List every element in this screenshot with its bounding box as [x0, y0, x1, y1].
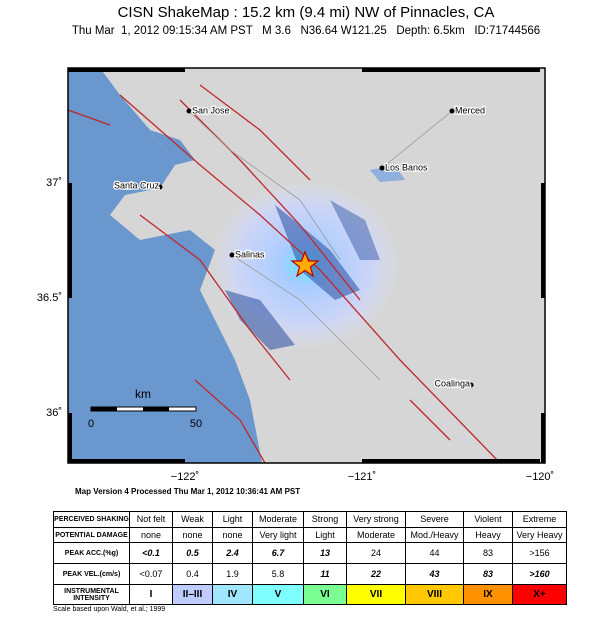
city-dot [157, 184, 163, 190]
map-figure: CISN ShakeMap : 15.2 km (9.4 mi) NW of P… [37, 4, 554, 496]
city-label: Coalinga [434, 378, 470, 388]
table-cell: Strong [303, 511, 347, 528]
intensity-table: PERCEIVED SHAKING Not felt Weak Light Modera… [53, 511, 567, 605]
table-cell: Weak [172, 511, 213, 528]
scale-unit: km [135, 387, 151, 401]
lon-label: −122˚ [171, 471, 199, 483]
table-cell: Extreme [512, 511, 567, 528]
table-cell: 0.5 [172, 542, 213, 564]
table-row: PEAK ACC.(%g) <0.1 0.5 2.4 6.7 13 24 44 83 >156 [53, 542, 567, 564]
table-cell: <0.1 [129, 542, 173, 564]
table-cell: 11 [303, 563, 347, 585]
title: CISN ShakeMap : 15.2 km (9.4 mi) NW of P… [118, 4, 495, 21]
city-label: Salinas [235, 249, 265, 259]
table-cell: none [212, 527, 253, 543]
table-cell: V [252, 584, 304, 605]
table-row: INSTRUMENTAL INTENSITY I II–III IV V VI VII VII… [53, 584, 567, 605]
row-label: PEAK ACC.(%g) [53, 542, 130, 564]
city-dot [379, 165, 385, 171]
city-dot [229, 252, 235, 258]
map-area [68, 68, 545, 463]
table-cell: Not felt [129, 511, 173, 528]
table-cell: 83 [463, 542, 513, 564]
row-label: POTENTIAL DAMAGE [53, 527, 130, 543]
lat-label: 36˚ [46, 407, 62, 419]
city-label: Los Banos [385, 162, 428, 172]
table-cell: 0.4 [172, 563, 213, 585]
table-cell: VIII [405, 584, 464, 605]
city-dot [186, 108, 192, 114]
table-cell: Light [303, 527, 347, 543]
city-label: Merced [455, 105, 485, 115]
table-cell: VI [303, 584, 347, 605]
table-cell: 13 [303, 542, 347, 564]
city-dot [449, 108, 455, 114]
table-cell: 83 [463, 563, 513, 585]
table-cell: 6.7 [252, 542, 304, 564]
table-cell: I [129, 584, 173, 605]
table-cell: 24 [346, 542, 406, 564]
footnote: Scale based upon Wald, et al.; 1999 [53, 606, 166, 613]
table-row: POTENTIAL DAMAGE none none none Very light Li… [53, 527, 567, 543]
table-cell: 2.4 [212, 542, 253, 564]
scale-bar: km 0 50 [88, 387, 202, 430]
table-cell: Very Heavy [512, 527, 567, 543]
table-cell: Moderate [346, 527, 406, 543]
table-cell: 43 [405, 563, 464, 585]
table-cell: Violent [463, 511, 513, 528]
table-cell: VII [346, 584, 406, 605]
row-label: INSTRUMENTAL INTENSITY [53, 584, 130, 605]
table-cell: Heavy [463, 527, 513, 543]
table-cell: X+ [512, 584, 567, 605]
lon-label: −120˚ [526, 471, 554, 483]
table-cell: II–III [172, 584, 213, 605]
table-cell: >156 [512, 542, 567, 564]
table-cell: none [172, 527, 213, 543]
city-dot [468, 382, 474, 388]
row-label: PEAK VEL.(cm/s) [53, 563, 130, 585]
table-cell: >160 [512, 563, 567, 585]
table-cell: Light [212, 511, 253, 528]
table-cell: IX [463, 584, 513, 605]
subtitle: Thu Mar 1, 2012 09:15:34 AM PST M 3.6 N3… [72, 25, 540, 37]
table-row: PERCEIVED SHAKING Not felt Weak Light Modera… [53, 511, 567, 528]
table-row: PEAK VEL.(cm/s) <0.07 0.4 1.9 5.8 11 22 43 83 >16… [53, 563, 567, 585]
table-cell: Very light [252, 527, 304, 543]
city-label: Santa Cruz [114, 180, 160, 190]
table-cell: <0.07 [129, 563, 173, 585]
table-cell: Severe [405, 511, 464, 528]
table-cell: IV [212, 584, 253, 605]
table-cell: none [129, 527, 173, 543]
city-label: San Jose [192, 105, 230, 115]
table-cell: 1.9 [212, 563, 253, 585]
epicenter [290, 250, 320, 278]
lat-label: 36.5˚ [37, 292, 62, 304]
table-cell: Mod./Heavy [405, 527, 464, 543]
table-cell: Moderate [252, 511, 304, 528]
table-cell: 44 [405, 542, 464, 564]
scale-label: 50 [190, 418, 202, 430]
table-cell: 5.8 [252, 563, 304, 585]
table-cell: 22 [346, 563, 406, 585]
table-cell: Very strong [346, 511, 406, 528]
lon-label: −121˚ [348, 471, 376, 483]
lat-label: 37˚ [46, 177, 62, 189]
version: Map Version 4 Processed Thu Mar 1, 2012 … [75, 487, 300, 496]
row-label: PERCEIVED SHAKING [53, 511, 130, 528]
scale-label: 0 [88, 418, 94, 430]
